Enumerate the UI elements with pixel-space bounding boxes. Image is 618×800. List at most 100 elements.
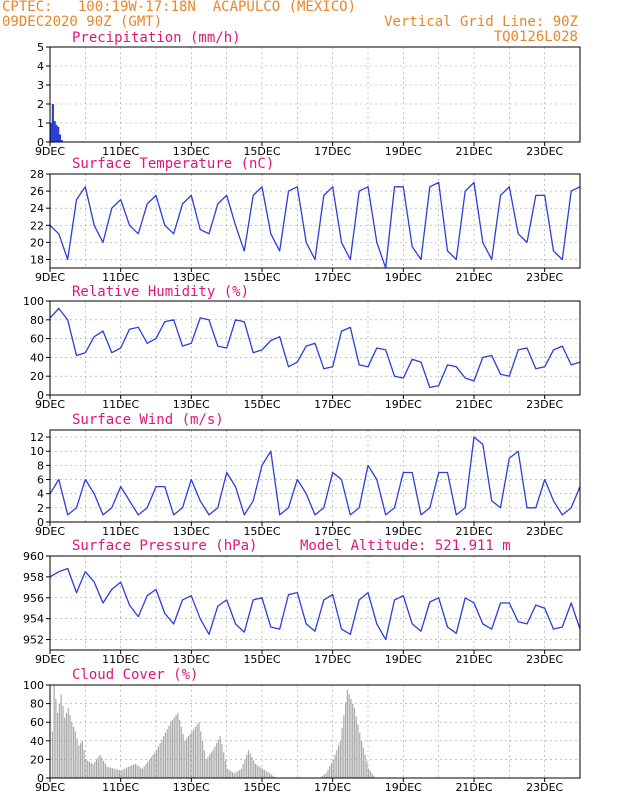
cloud-cover-bar xyxy=(157,746,159,778)
cloud-cover-bar xyxy=(345,702,347,778)
cloud-cover-bar xyxy=(353,708,356,778)
cloud-cover-bar xyxy=(67,708,69,778)
cloud-cover-bar xyxy=(329,766,331,778)
cloud-cover-bar xyxy=(355,716,357,778)
precipitation-bar xyxy=(55,124,58,142)
cloud-cover-bar xyxy=(269,773,271,778)
surface-pressure-annotation: Model Altitude: 521.911 m xyxy=(300,538,511,554)
cloud-cover-bar xyxy=(364,754,366,778)
cloud-cover-bar xyxy=(150,757,152,778)
cloud-cover-bar xyxy=(161,739,163,778)
cloud-cover-bar xyxy=(330,762,333,778)
precipitation-bar xyxy=(53,121,56,142)
precipitation-bar xyxy=(60,140,63,142)
surface-temperature-xtick-label: 19DEC xyxy=(385,271,422,284)
cloud-cover-bar xyxy=(57,712,59,778)
precipitation-ytick-label: 0 xyxy=(37,136,44,149)
surface-temperature-xtick-label: 9DEC xyxy=(35,271,65,284)
cloud-cover-bar xyxy=(125,767,128,778)
cloud-cover-bar xyxy=(337,745,340,778)
cloud-cover-bar xyxy=(173,717,175,778)
header-line3-right: TQ0126L028 xyxy=(493,29,578,45)
cloud-cover-bar xyxy=(129,766,131,778)
relative-humidity-ytick-label: 40 xyxy=(30,351,44,364)
cloud-cover-frame xyxy=(49,684,581,779)
cloud-cover-bar xyxy=(253,760,255,778)
cloud-cover-bar xyxy=(106,766,108,778)
surface-wind-xtick-label: 13DEC xyxy=(173,525,210,538)
cloud-cover-bar xyxy=(136,765,138,778)
cloud-cover-bar xyxy=(201,740,204,778)
cloud-cover-bar xyxy=(76,738,78,778)
cloud-cover-bar xyxy=(159,743,161,778)
cloud-cover-bar xyxy=(83,750,85,778)
cloud-cover-bar xyxy=(186,738,188,778)
surface-wind-xtick-label: 19DEC xyxy=(385,525,422,538)
cloud-cover-bar xyxy=(163,736,165,778)
surface-pressure-xtick-label: 15DEC xyxy=(243,653,280,666)
precipitation-title: Precipitation (mm/h) xyxy=(72,30,241,46)
surface-pressure-xtick-label: 11DEC xyxy=(102,653,139,666)
cloud-cover-bar xyxy=(90,762,92,778)
cloud-cover-bar xyxy=(117,769,119,778)
surface-wind-ytick-label: 10 xyxy=(30,445,44,458)
surface-wind-ytick-label: 8 xyxy=(37,459,44,472)
cloud-cover-bar xyxy=(320,776,322,778)
cloud-cover-bar xyxy=(85,759,87,778)
surface-temperature-ytick-label: 24 xyxy=(30,202,44,215)
surface-temperature-xtick-label: 11DEC xyxy=(102,271,139,284)
cloud-cover-bar xyxy=(262,768,264,778)
cloud-cover-bar xyxy=(209,754,211,778)
cloud-cover-bar xyxy=(62,705,64,778)
cloud-cover-bar xyxy=(322,775,324,778)
cloud-cover-bar xyxy=(175,715,177,778)
surface-temperature-xtick-label: 15DEC xyxy=(243,271,280,284)
cloud-cover-xtick-label: 13DEC xyxy=(173,781,210,794)
surface-pressure-ytick-label: 954 xyxy=(23,613,44,626)
cloud-cover-bar xyxy=(69,715,71,778)
surface-temperature-ytick-label: 18 xyxy=(30,253,44,266)
surface-wind-title: Surface Wind (m/s) xyxy=(72,412,224,428)
cloud-cover-bar xyxy=(124,768,126,778)
precipitation-ytick-label: 5 xyxy=(37,41,44,54)
precipitation-bar xyxy=(50,123,53,142)
cloud-cover-bar xyxy=(60,694,62,778)
cloud-cover-xtick-label: 23DEC xyxy=(526,781,563,794)
precipitation-xtick-label: 21DEC xyxy=(455,145,492,158)
cloud-cover-bar xyxy=(145,764,147,778)
surface-pressure-ytick-label: 958 xyxy=(23,571,44,584)
cloud-cover-bar xyxy=(240,768,242,778)
surface-wind-xtick-label: 15DEC xyxy=(243,525,280,538)
precipitation-ytick-label: 4 xyxy=(37,60,44,73)
cloud-cover-bar xyxy=(256,765,258,778)
cloud-cover-bar xyxy=(272,775,274,778)
cloud-cover-bar xyxy=(113,768,115,778)
surface-temperature-line xyxy=(49,181,581,269)
cloud-cover-bar xyxy=(138,766,140,778)
surface-wind-ytick-label: 4 xyxy=(37,488,44,501)
cloud-cover-bar xyxy=(200,731,202,778)
cloud-cover-bar xyxy=(118,770,121,778)
surface-pressure-xtick-label: 23DEC xyxy=(526,653,563,666)
cloud-cover-bar xyxy=(260,767,262,778)
precipitation-frame xyxy=(49,46,581,143)
cloud-cover-bar xyxy=(156,750,158,778)
cloud-cover-bar xyxy=(193,729,195,778)
precipitation-xtick-label: 9DEC xyxy=(35,145,65,158)
cloud-cover-bar xyxy=(177,712,179,778)
cloud-cover-bar xyxy=(230,771,232,778)
cloud-cover-bar xyxy=(362,747,364,778)
surface-pressure-xtick-label: 21DEC xyxy=(455,653,492,666)
precipitation-xtick-label: 17DEC xyxy=(314,145,351,158)
cloud-cover-bar xyxy=(263,769,265,778)
precipitation-ytick-label: 1 xyxy=(37,117,44,130)
cloud-cover-xtick-label: 9DEC xyxy=(35,781,65,794)
cloud-cover-ytick-label: 80 xyxy=(30,698,44,711)
cloud-cover-bar xyxy=(207,757,209,778)
cloud-cover-bar xyxy=(97,757,99,778)
cloud-cover-bar xyxy=(191,731,193,778)
cloud-cover-bar xyxy=(141,768,144,778)
cloud-cover-bar xyxy=(210,752,212,778)
surface-temperature-ytick-label: 26 xyxy=(30,185,44,198)
surface-pressure-xtick-label: 13DEC xyxy=(173,653,210,666)
